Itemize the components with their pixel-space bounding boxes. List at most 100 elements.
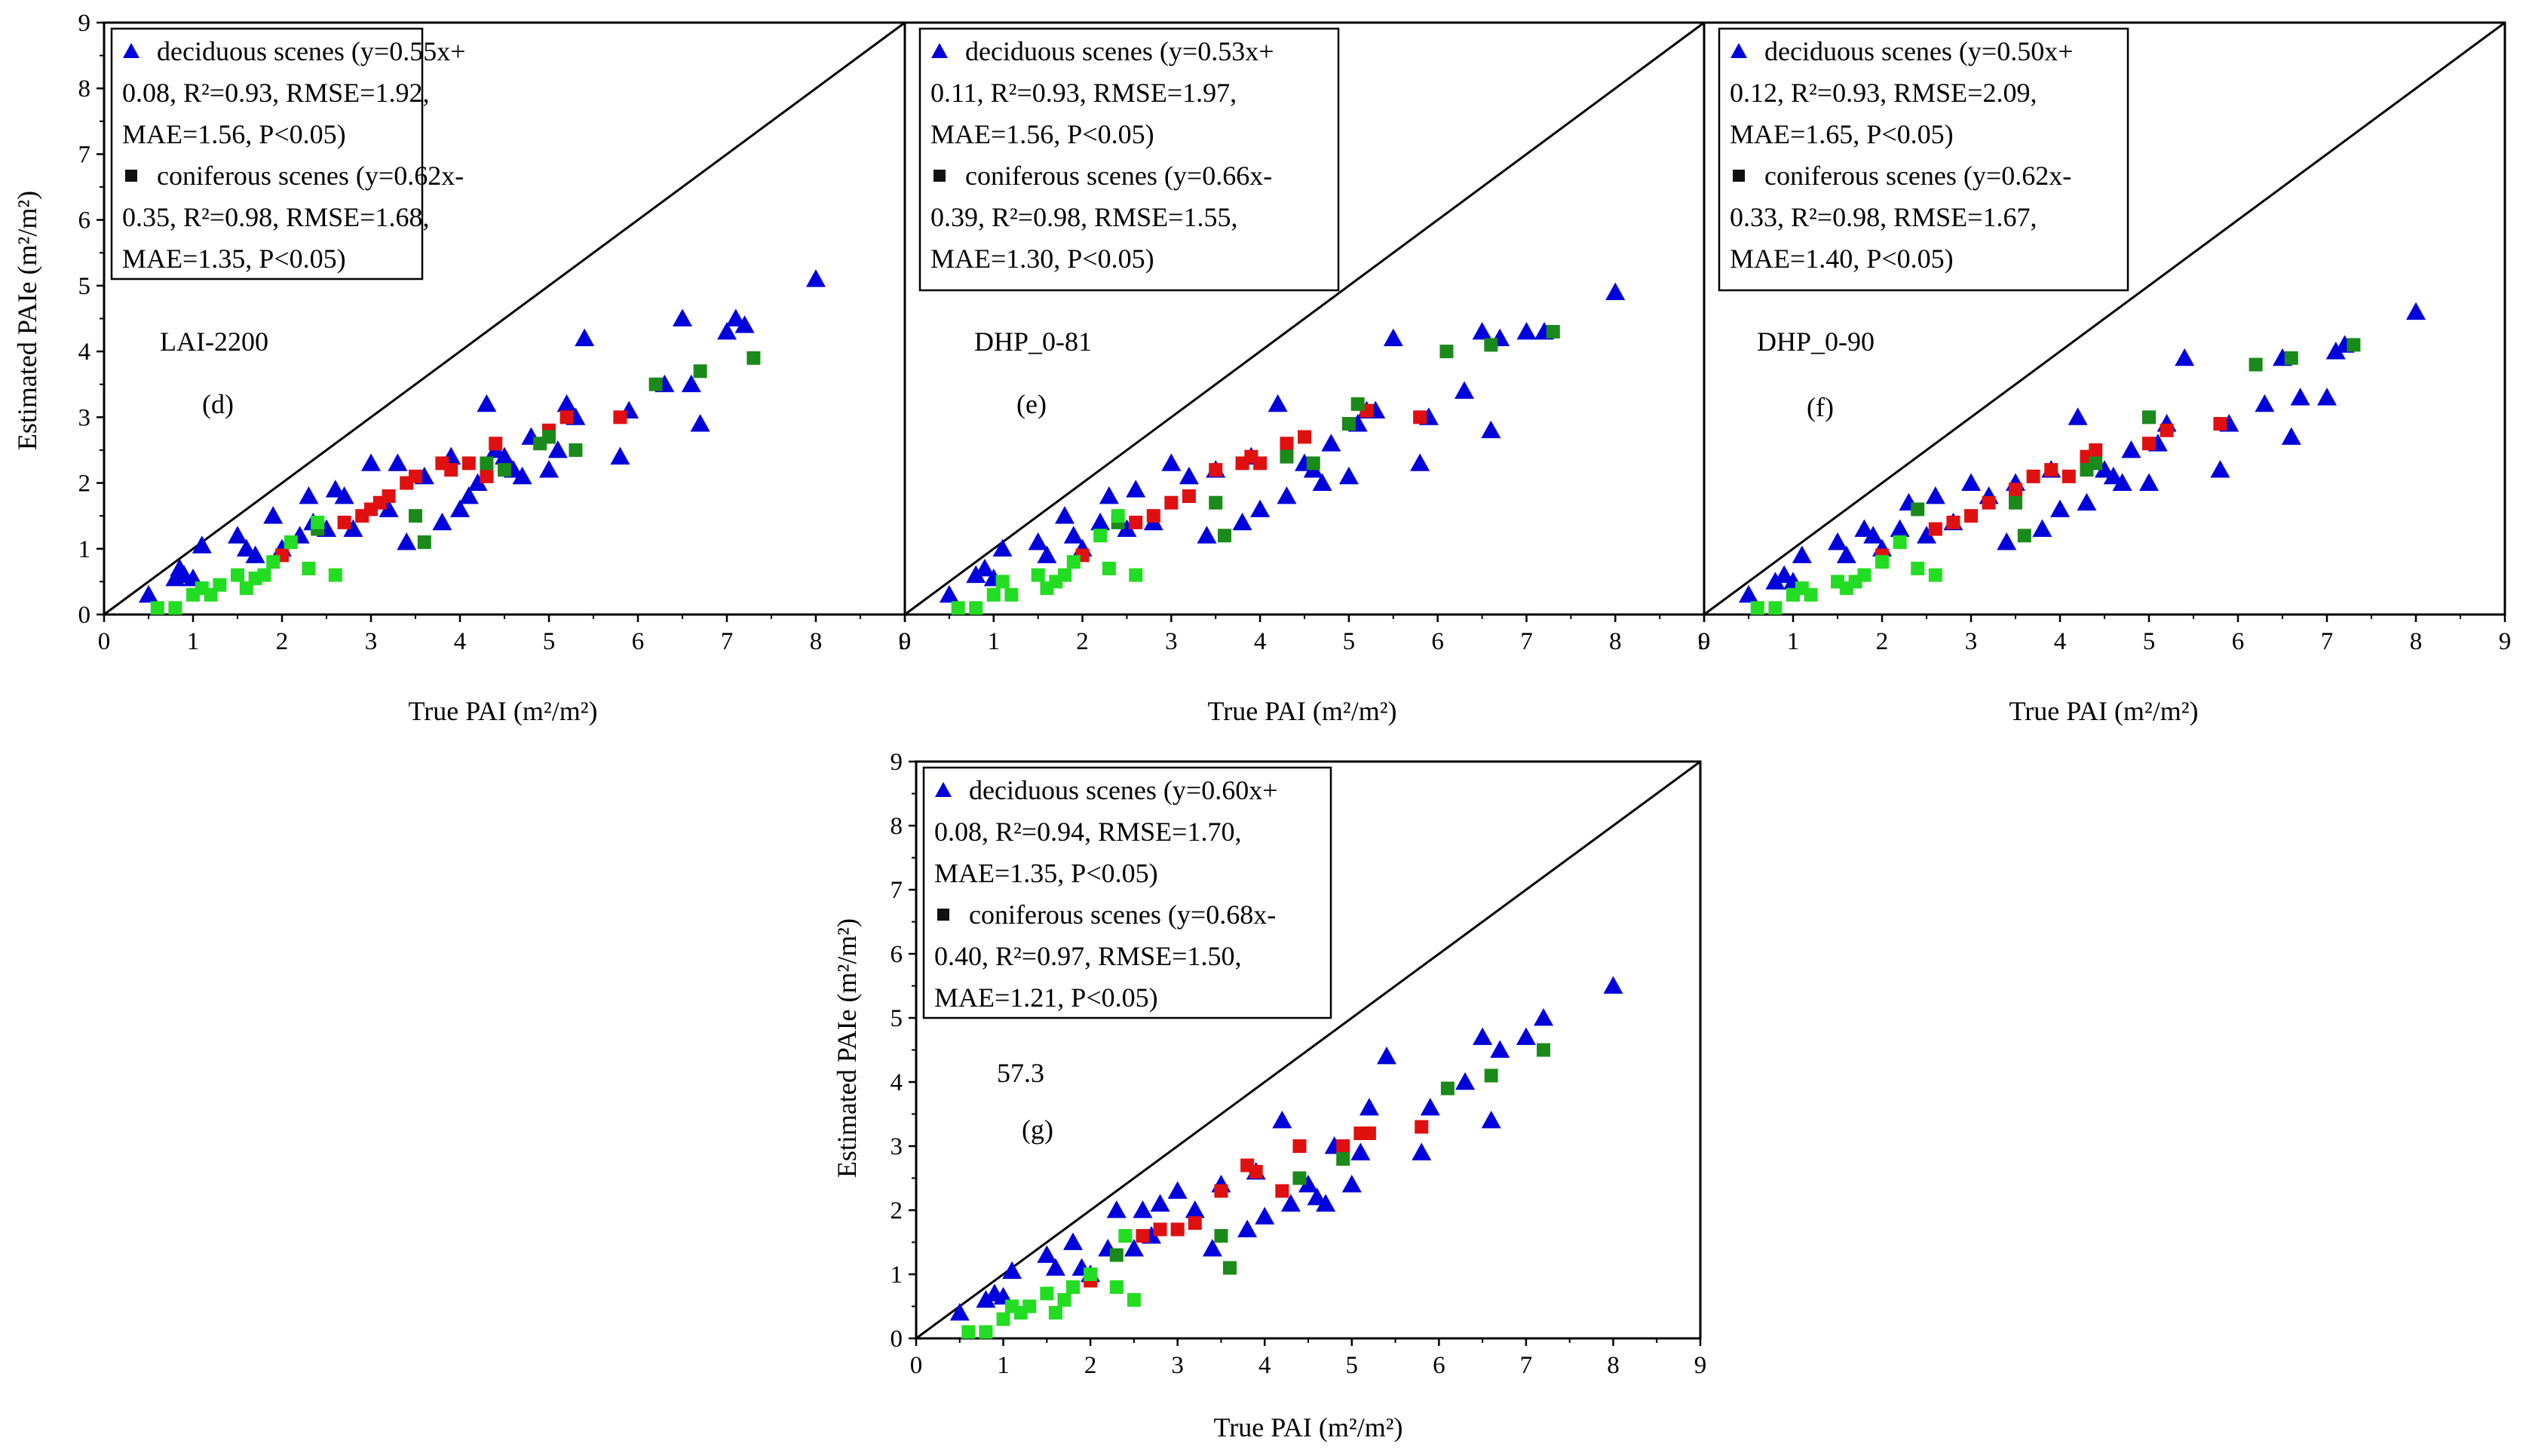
panel-d-y-tick-label: 1 [78, 536, 91, 563]
panel-g-coniferous-point [1188, 1216, 1202, 1230]
panel-f: 0 1 2 3 4 5 6 7 8 9 deciduous scenes (y=0.50x+ 0.1… [1698, 21, 2511, 726]
panel-g-coniferous-point [1109, 1280, 1124, 1294]
panel-g-deciduous-point [1316, 1194, 1336, 1212]
panel-g-coniferous-point [1022, 1299, 1037, 1313]
panel-g-deciduous-point [1298, 1175, 1318, 1193]
panel-e-coniferous-point [1209, 495, 1223, 510]
panel-g-deciduous-point [1359, 1098, 1379, 1116]
panel-f-deciduous-point [2139, 473, 2159, 491]
panel-e-panel-label: (e) [1016, 389, 1047, 419]
panel-e-coniferous-point [986, 587, 1001, 602]
panel-d-legend-text: MAE=1.56, P<0.05) [122, 119, 346, 149]
panel-e-coniferous-point [1350, 397, 1365, 411]
panel-f-coniferous-point [2062, 469, 2076, 483]
panel-f-deciduous-point [1925, 486, 1945, 504]
panel-g-coniferous-point [1415, 1120, 1429, 1134]
panel-g-x-tick-label: 3 [1171, 1352, 1184, 1379]
panel-d-deciduous-point [734, 315, 755, 333]
panel-d-deciduous-point [690, 414, 710, 432]
panel-g-y-tick-label: 7 [891, 877, 903, 904]
panel-f-coniferous-point [1750, 601, 1764, 615]
panel-f-deciduous-point [1836, 545, 1856, 563]
panel-g-legend-text: 0.40, R²=0.97, RMSE=1.50, [934, 941, 1241, 971]
panel-e-coniferous-point [1058, 568, 1071, 582]
panel-f-x-tick-label: 0 [1698, 628, 1711, 655]
panel-d-deciduous-point [236, 538, 256, 557]
panel-e-deciduous-point [1090, 512, 1111, 531]
panel-f-deciduous-point [1739, 584, 1758, 603]
panel-d-deciduous-point [299, 486, 319, 504]
panel-f-coniferous-point [1875, 555, 1889, 569]
panel-e-deciduous-point [1481, 420, 1501, 439]
panel-f-deciduous-point [1917, 526, 1936, 544]
panel-e-deciduous-point [1383, 328, 1403, 347]
panel-d-x-tick-label: 0 [98, 628, 111, 655]
panel-e-coniferous-point [995, 575, 1010, 589]
panel-e-coniferous-point [1280, 437, 1294, 451]
panel-d-coniferous-point [461, 456, 476, 471]
panel-f-method-label: DHP_0-90 [1757, 326, 1875, 357]
panel-e-deciduous-point [1277, 486, 1297, 504]
panel-d-coniferous-point [311, 515, 325, 529]
panel-g-coniferous-point [996, 1312, 1010, 1326]
panel-g-coniferous-point [1153, 1222, 1167, 1237]
panel-g-coniferous-point [1537, 1043, 1550, 1057]
panel-d-coniferous-point [409, 469, 422, 483]
panel-d-x-tick-label: 2 [276, 628, 289, 655]
panel-f-coniferous-point [2089, 456, 2103, 471]
panel-d-deciduous-point [343, 519, 363, 538]
panel-g-deciduous-point [1377, 1047, 1396, 1065]
panel-d-coniferous-point [231, 568, 244, 582]
panel-g-coniferous-point [1136, 1229, 1150, 1243]
panel-f-deciduous-point [1997, 532, 2017, 550]
panel-g-coniferous-point [1440, 1081, 1455, 1096]
panel-e-deciduous-point [1605, 282, 1626, 301]
panel-f-legend-text: 0.33, R²=0.98, RMSE=1.67, [1730, 202, 2037, 232]
panel-d-x-axis-label: True PAI (m²/m²) [409, 696, 598, 726]
panel-g-deciduous-point [1150, 1194, 1170, 1212]
panel-d-coniferous-point [542, 430, 556, 444]
panel-e-x-tick-label: 2 [1076, 628, 1089, 655]
panel-g-deciduous-point [1045, 1258, 1065, 1276]
panel-d-coniferous-point [257, 568, 271, 582]
panel-g-coniferous-point [1040, 1286, 1054, 1301]
panel-d-coniferous-point [648, 377, 663, 391]
panel-f-deciduous-point [1828, 532, 1847, 550]
panel-e-deciduous-point [1250, 499, 1271, 517]
panel-g-deciduous-point [1280, 1194, 1301, 1212]
panel-d-coniferous-point [150, 601, 164, 615]
panel-d-y-tick-label: 3 [78, 404, 91, 431]
panel-d-coniferous-point [302, 561, 316, 575]
panel-f-legend-text: MAE=1.40, P<0.05) [1730, 244, 1954, 274]
panel-d-deciduous-point [397, 532, 417, 550]
panel-g-legend-text: coniferous scenes (y=0.68x- [969, 900, 1276, 930]
panel-g-deciduous-point [1490, 1040, 1510, 1058]
panel-f-deciduous-point [1854, 519, 1875, 538]
panel-d-deciduous-point [388, 453, 408, 471]
panel-d-y-tick-label: 6 [78, 207, 91, 234]
panel-g-deciduous-point [1106, 1200, 1127, 1218]
panel-f-x-tick-label: 6 [2232, 628, 2245, 655]
panel-g-deciduous-point [949, 1303, 970, 1321]
panel-f-x-tick-label: 3 [1965, 628, 1978, 655]
panel-e-coniferous-point [1280, 449, 1294, 464]
panel-f-deciduous-point [2255, 394, 2275, 412]
panel-d-coniferous-point [489, 437, 503, 451]
panel-d-legend-text: coniferous scenes (y=0.62x- [157, 161, 464, 191]
panel-f-deciduous-point [1890, 519, 1910, 538]
panel-d-y-tick-label: 0 [78, 602, 91, 629]
panel-d-coniferous-point [693, 364, 707, 379]
panel-e-deciduous-point [1028, 532, 1048, 550]
panel-d-legend-text: deciduous scenes (y=0.55x+ [157, 36, 466, 66]
panel-g-y-axis-label: Estimated PAIe (m²/m²) [832, 918, 862, 1178]
panel-e-coniferous-point [1341, 417, 1356, 431]
panel-d-deciduous-point [361, 453, 381, 471]
panel-d-coniferous-point [213, 578, 227, 592]
panel-d-deciduous-point [495, 446, 514, 465]
panel-g-deciduous-point [1412, 1142, 1432, 1160]
panel-e-coniferous-point [1111, 509, 1125, 523]
panel-e-deciduous-point [1161, 453, 1182, 471]
panel-g-coniferous-point [1362, 1126, 1376, 1140]
panel-e-deciduous-point [1268, 394, 1288, 412]
